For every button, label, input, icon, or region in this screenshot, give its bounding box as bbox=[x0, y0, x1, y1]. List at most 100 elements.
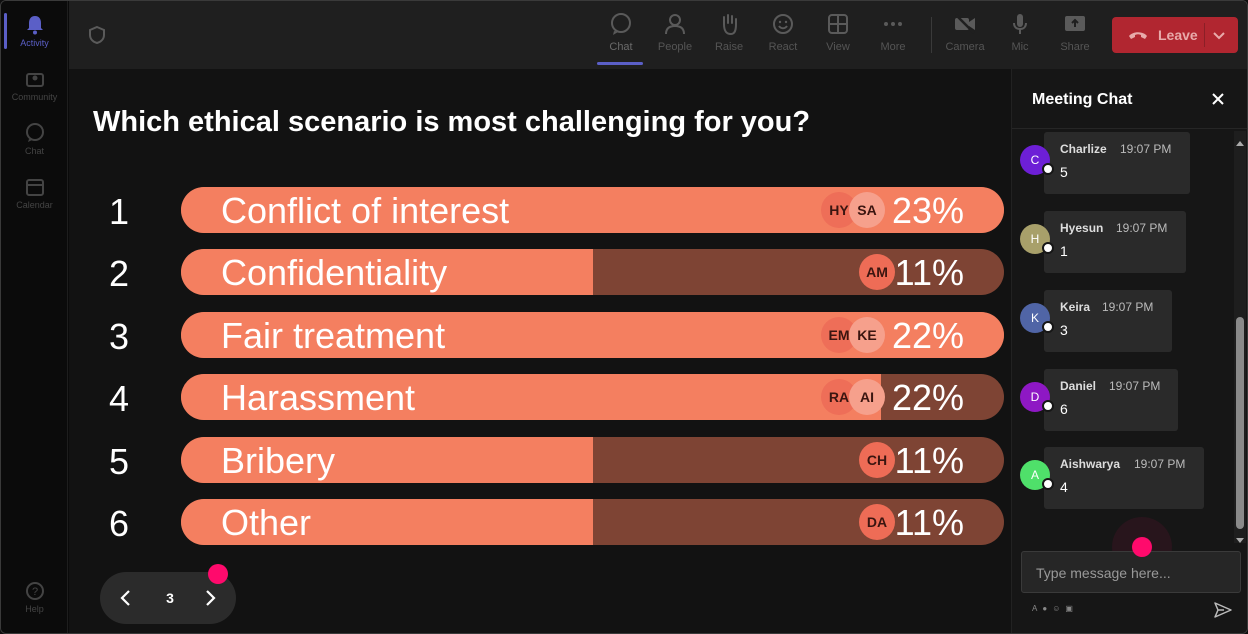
message-timestamp: 19:07 PM bbox=[1134, 457, 1186, 471]
option-number: 3 bbox=[109, 316, 130, 357]
option-number: 2 bbox=[109, 253, 130, 294]
rail-label: Activity bbox=[20, 38, 49, 48]
toolbar-label: People bbox=[657, 41, 693, 53]
toolbar-more-button[interactable]: More bbox=[867, 11, 919, 61]
toolbar-people-button[interactable]: People bbox=[649, 11, 701, 61]
rail-item-help[interactable]: ? Help bbox=[1, 571, 68, 623]
poll-option: 2 Confidentiality AM 11% bbox=[69, 249, 1011, 295]
toolbar-label: Raise bbox=[714, 41, 744, 53]
message-author: Charlize bbox=[1060, 142, 1107, 156]
scroll-thumb[interactable] bbox=[1236, 317, 1244, 529]
chat-scrollbar[interactable] bbox=[1234, 131, 1246, 543]
send-icon[interactable] bbox=[1214, 601, 1232, 619]
option-number: 1 bbox=[109, 191, 130, 232]
help-icon: ? bbox=[24, 580, 46, 602]
toolbar-label: React bbox=[768, 41, 798, 53]
chat-message-input[interactable] bbox=[1036, 563, 1226, 583]
message-author: Keira bbox=[1060, 300, 1091, 314]
option-label: Fair treatment bbox=[221, 315, 446, 356]
community-icon bbox=[24, 68, 46, 90]
option-bar-fill bbox=[181, 374, 881, 420]
option-percentage: 11% bbox=[894, 440, 964, 481]
rail-item-community[interactable]: Community bbox=[1, 59, 68, 111]
option-number: 5 bbox=[109, 441, 130, 482]
shield-icon[interactable] bbox=[87, 25, 107, 45]
chevron-left-icon[interactable] bbox=[116, 588, 136, 608]
option-percentage: 11% bbox=[894, 252, 964, 293]
voter-avatar: KE bbox=[849, 317, 885, 353]
chat-header-divider bbox=[1012, 128, 1247, 129]
option-percentage: 23% bbox=[891, 190, 964, 231]
smiley-icon bbox=[770, 11, 796, 37]
hand-icon bbox=[716, 11, 742, 37]
app-rail: Activity Community Chat Calendar ? Help bbox=[1, 1, 68, 633]
toolbar-mic-button[interactable]: Mic bbox=[994, 11, 1046, 61]
message-text: 4 bbox=[1060, 479, 1068, 495]
option-bar: Conflict of interest HY SA 23% bbox=[181, 187, 1004, 233]
option-bar-fill bbox=[181, 499, 593, 545]
option-label: Confidentiality bbox=[221, 252, 448, 293]
presence-dot bbox=[1042, 321, 1054, 333]
toolbar-share-button[interactable]: Share bbox=[1049, 11, 1101, 61]
share-icon bbox=[1062, 11, 1088, 37]
option-percentage: 22% bbox=[891, 315, 964, 356]
rail-label: Calendar bbox=[16, 200, 53, 210]
toolbar-label: Mic bbox=[1011, 41, 1029, 53]
scroll-up-icon[interactable] bbox=[1236, 135, 1244, 146]
toolbar-chat-button[interactable]: Chat bbox=[595, 11, 647, 65]
chat-message: Daniel 19:07 PM 6 bbox=[1044, 369, 1178, 431]
option-bar: Other DA 11% bbox=[181, 499, 1004, 545]
close-icon[interactable] bbox=[1208, 89, 1228, 109]
message-timestamp: 19:07 PM bbox=[1102, 300, 1154, 314]
chat-message: Keira 19:07 PM 3 bbox=[1044, 290, 1172, 352]
poll-question: Which ethical scenario is most challengi… bbox=[93, 106, 811, 138]
svg-text:?: ? bbox=[31, 586, 37, 598]
option-label: Bribery bbox=[221, 440, 336, 481]
chevron-right-icon[interactable] bbox=[200, 588, 220, 608]
camera-off-icon bbox=[952, 11, 978, 37]
format-toolbar: A ● ☺ ▣ bbox=[1032, 604, 1073, 613]
chat-input-box[interactable] bbox=[1021, 551, 1241, 593]
message-author: Hyesun bbox=[1060, 221, 1104, 235]
emoji-icon[interactable]: ☺ bbox=[1052, 604, 1061, 613]
toolbar-view-button[interactable]: View bbox=[812, 11, 864, 61]
chat-title: Meeting Chat bbox=[1032, 91, 1133, 108]
option-percentage: 11% bbox=[894, 502, 964, 543]
meeting-toolbar: Chat People Raise React View bbox=[69, 1, 1247, 69]
toolbar-camera-button[interactable]: Camera bbox=[939, 11, 991, 61]
leave-button[interactable]: Leave bbox=[1112, 17, 1238, 53]
message-author: Aishwarya bbox=[1060, 457, 1121, 471]
option-bar: Fair treatment EM KE 22% bbox=[181, 312, 1004, 358]
scroll-down-icon[interactable] bbox=[1236, 531, 1244, 543]
voter-avatar: AI bbox=[849, 379, 885, 415]
cursor-marker bbox=[1132, 537, 1152, 557]
gif-icon[interactable]: ▣ bbox=[1065, 604, 1073, 613]
toolbar-raise-button[interactable]: Raise bbox=[703, 11, 755, 61]
poll-option: 5 Bribery CH 11% bbox=[69, 437, 1011, 483]
option-bar-fill bbox=[181, 249, 593, 295]
toolbar-label: View bbox=[826, 41, 850, 53]
toolbar-react-button[interactable]: React bbox=[757, 11, 809, 61]
option-bar: Bribery CH 11% bbox=[181, 437, 1004, 483]
poll-option: 3 Fair treatment EM KE 22% bbox=[69, 312, 1011, 358]
attach-icon[interactable]: ● bbox=[1042, 604, 1048, 613]
leave-separator bbox=[1204, 23, 1205, 47]
option-label: Other bbox=[221, 502, 312, 543]
option-bar: Confidentiality AM 11% bbox=[181, 249, 1004, 295]
option-percentage: 22% bbox=[891, 377, 964, 418]
message-timestamp: 19:07 PM bbox=[1109, 379, 1161, 393]
rail-item-activity[interactable]: Activity bbox=[1, 5, 68, 57]
rail-label: Community bbox=[11, 92, 58, 102]
option-bar: Harassment RA AI 22% bbox=[181, 374, 1004, 420]
bell-icon bbox=[24, 14, 46, 36]
toolbar-label: Chat bbox=[609, 41, 633, 53]
rail-item-calendar[interactable]: Calendar bbox=[1, 167, 68, 219]
more-icon bbox=[880, 11, 906, 37]
rail-item-chat[interactable]: Chat bbox=[1, 113, 68, 165]
message-timestamp: 19:07 PM bbox=[1120, 142, 1172, 156]
rail-label: Chat bbox=[24, 146, 44, 156]
toolbar-divider bbox=[931, 17, 932, 53]
chevron-down-icon[interactable] bbox=[1212, 28, 1226, 45]
format-icon[interactable]: A bbox=[1032, 604, 1038, 613]
